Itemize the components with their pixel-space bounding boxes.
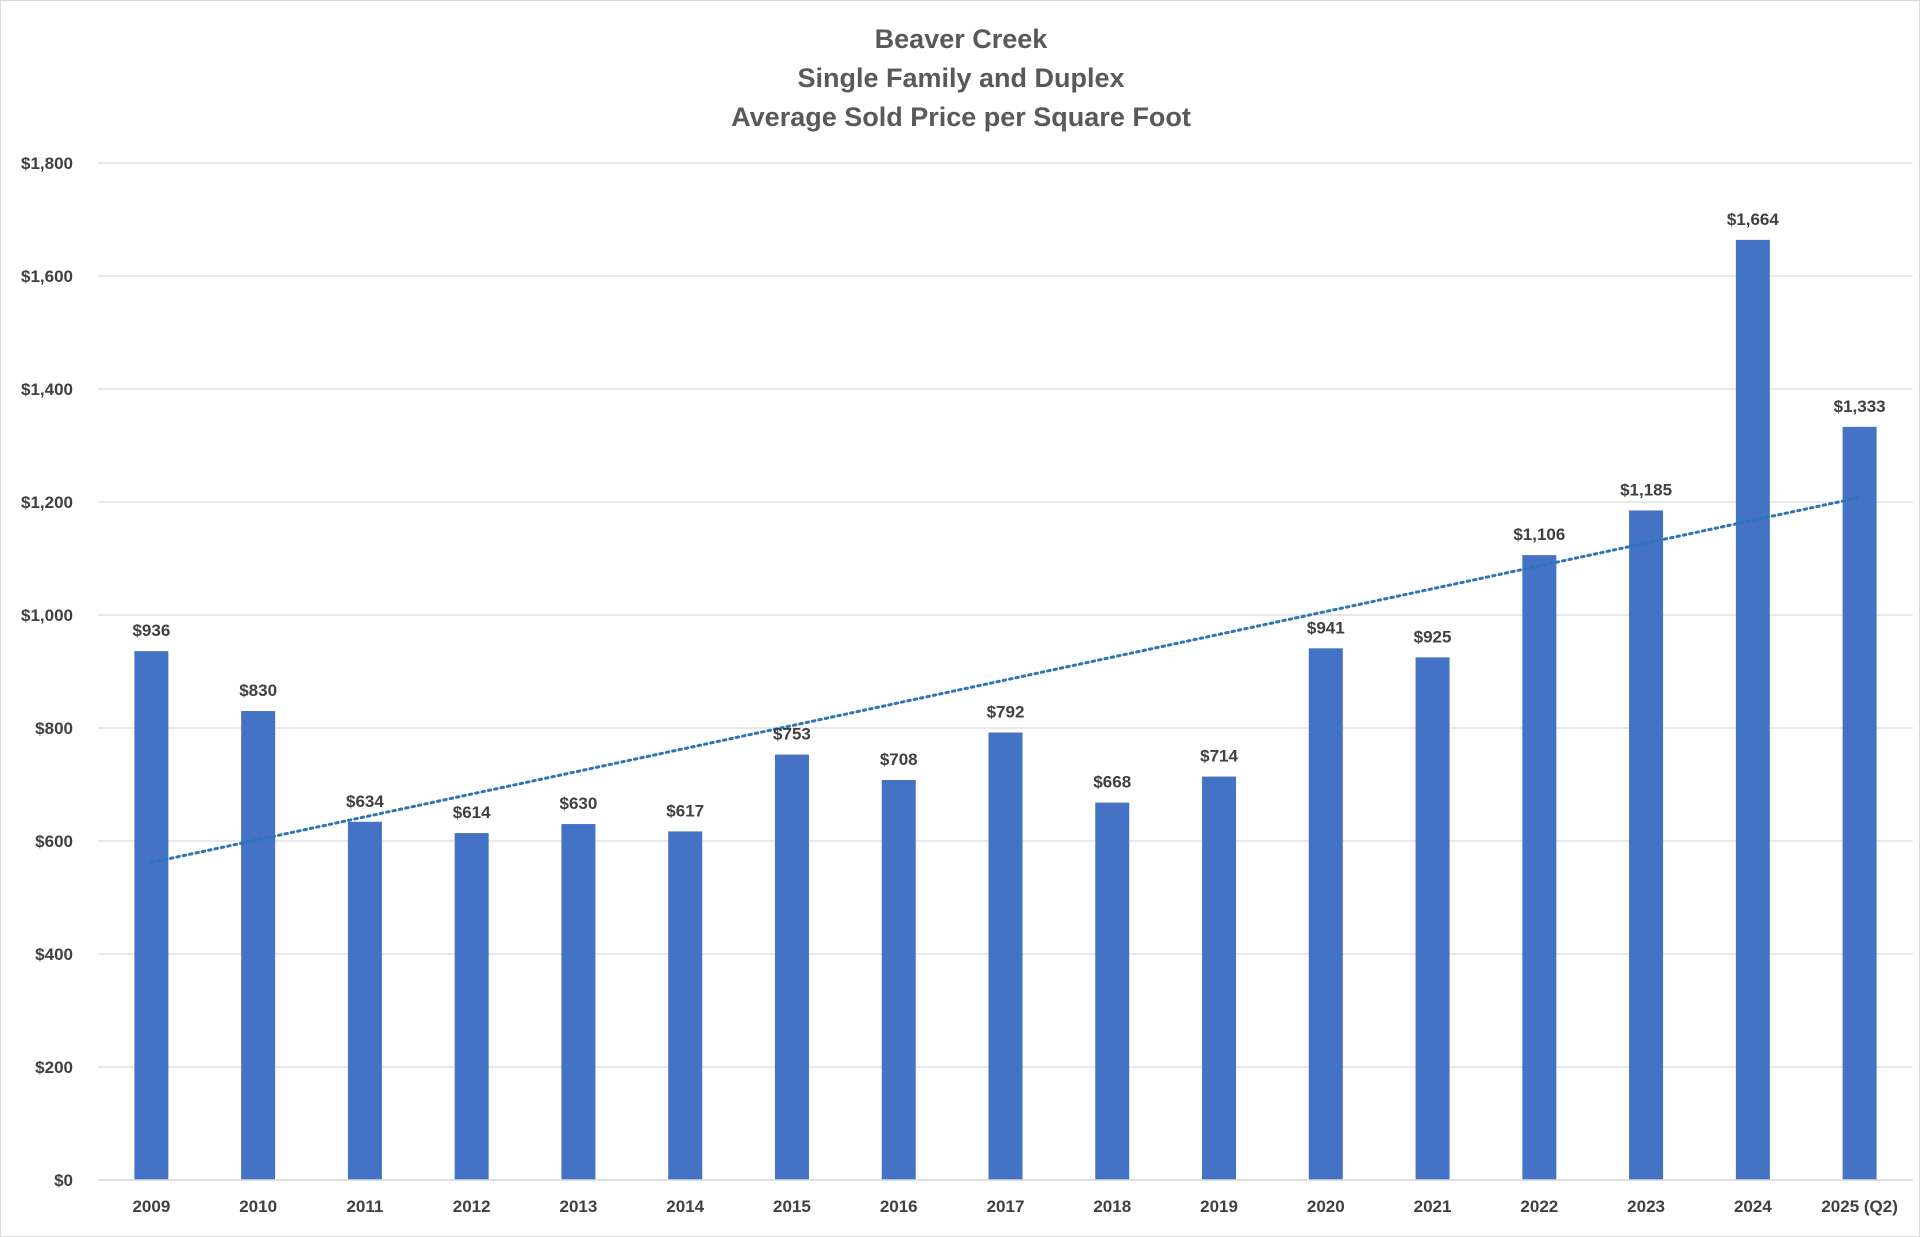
data-label: $708: [880, 750, 918, 769]
x-tick-label: 2010: [239, 1197, 277, 1216]
data-label: $925: [1414, 627, 1452, 646]
data-label: $792: [987, 703, 1025, 722]
x-tick-label: 2020: [1307, 1197, 1345, 1216]
chart-title-line-2: Single Family and Duplex: [797, 63, 1124, 93]
bar: [1842, 426, 1877, 1181]
bar: [241, 711, 276, 1180]
bar: [881, 779, 916, 1180]
x-axis: 2009 2010 2011 2012 2013 2014 2015 2016 2017 2018…: [98, 1179, 1913, 1216]
x-tick-label: 2011: [346, 1197, 383, 1216]
x-tick-label: 2018: [1093, 1197, 1131, 1216]
bar: [774, 754, 809, 1180]
chart-title-line-1: Beaver Creek: [875, 24, 1049, 54]
bar: [1202, 776, 1237, 1180]
data-label: $941: [1307, 618, 1345, 637]
data-label: $1,333: [1834, 397, 1886, 416]
chart-title-line-3: Average Sold Price per Square Foot: [731, 102, 1191, 132]
bar: [134, 651, 169, 1180]
bar: [1308, 648, 1343, 1180]
data-label: $714: [1200, 747, 1238, 766]
gridlines: [98, 162, 1913, 1181]
y-tick-label: $600: [35, 832, 73, 851]
x-tick-label: 2013: [560, 1197, 598, 1216]
y-tick-label: $0: [54, 1171, 73, 1190]
y-tick-label: $1,800: [21, 154, 73, 173]
bar: [1415, 657, 1450, 1180]
chart-title: Beaver Creek Single Family and Duplex Av…: [731, 24, 1191, 132]
trendline-group: [149, 495, 1862, 864]
bar: [1629, 510, 1664, 1181]
bar: [1522, 555, 1557, 1180]
data-label: $830: [239, 681, 277, 700]
y-axis: $0 $200 $400 $600 $800 $1,000 $1,200 $1,400 $1,6…: [21, 154, 73, 1190]
x-tick-label: 2017: [987, 1197, 1025, 1216]
y-tick-label: $800: [35, 719, 73, 738]
data-label: $1,664: [1727, 210, 1780, 229]
bars: [134, 239, 1877, 1181]
bar: [454, 833, 489, 1180]
x-tick-label: 2016: [880, 1197, 918, 1216]
data-label: $668: [1093, 773, 1131, 792]
y-tick-label: $1,400: [21, 380, 73, 399]
bar: [1735, 239, 1770, 1181]
x-tick-label: 2022: [1520, 1197, 1558, 1216]
x-tick-label: 2025 (Q2): [1821, 1197, 1898, 1216]
x-tick-label: 2015: [773, 1197, 811, 1216]
x-tick-label: 2024: [1734, 1197, 1772, 1216]
bar: [561, 824, 596, 1180]
bar: [668, 831, 703, 1180]
y-tick-label: $1,600: [21, 267, 73, 286]
x-tick-label: 2019: [1200, 1197, 1238, 1216]
data-label: $1,185: [1620, 480, 1672, 499]
bar: [347, 821, 382, 1180]
y-tick-label: $1,000: [21, 606, 73, 625]
bar: [988, 732, 1023, 1180]
x-tick-label: 2021: [1414, 1197, 1452, 1216]
x-tick-label: 2023: [1627, 1197, 1665, 1216]
y-tick-label: $200: [35, 1058, 73, 1077]
x-tick-label: 2009: [132, 1197, 170, 1216]
x-tick-label: 2012: [453, 1197, 491, 1216]
data-label: $617: [666, 801, 704, 820]
trendline: [149, 495, 1862, 864]
bar: [1095, 802, 1130, 1180]
y-tick-label: $400: [35, 945, 73, 964]
x-tick-label: 2014: [666, 1197, 704, 1216]
data-label: $614: [453, 803, 491, 822]
y-tick-label: $1,200: [21, 493, 73, 512]
data-label: $630: [560, 794, 598, 813]
data-labels: $936 $830 $634 $614 $630 $617 $753 $708 $792 $668…: [132, 210, 1885, 822]
data-label: $753: [773, 725, 811, 744]
data-label: $936: [132, 621, 170, 640]
data-label: $1,106: [1513, 525, 1565, 544]
data-label: $634: [346, 792, 384, 811]
